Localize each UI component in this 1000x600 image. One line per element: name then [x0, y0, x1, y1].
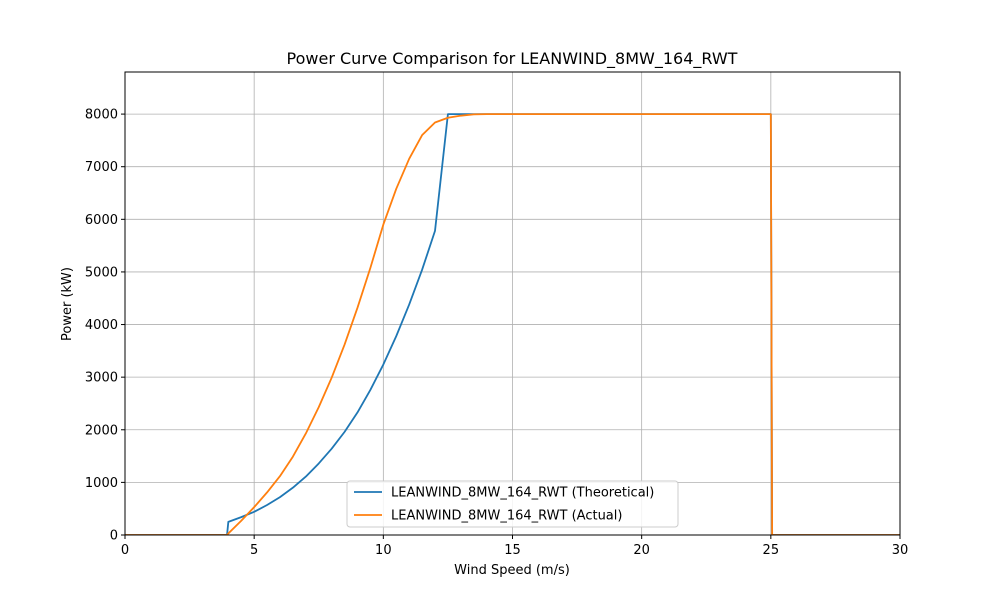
- y-tick-label: 7000: [85, 160, 118, 175]
- y-axis-label: Power (kW): [60, 267, 75, 341]
- y-tick-label: 1000: [85, 476, 118, 491]
- x-tick-label: 0: [121, 543, 129, 558]
- y-tick-label: 0: [110, 529, 118, 544]
- y-tick-label: 2000: [85, 423, 118, 438]
- legend: LEANWIND_8MW_164_RWT (Theoretical) LEANWI…: [346, 480, 679, 528]
- series-lines: [125, 113, 900, 535]
- chart-title: Power Curve Comparison for LEANWIND_8MW_…: [287, 49, 738, 69]
- legend-label: LEANWIND_8MW_164_RWT (Theoretical): [391, 486, 654, 501]
- y-tick-label: 4000: [85, 318, 118, 333]
- x-tick-label: 20: [633, 543, 650, 558]
- x-tick-label: 10: [375, 543, 392, 558]
- x-tick-label: 15: [504, 543, 521, 558]
- x-tick-label: 30: [892, 543, 909, 558]
- y-tick-label: 5000: [85, 265, 118, 280]
- legend-label: LEANWIND_8MW_164_RWT (Actual): [391, 509, 622, 524]
- series-line-actual: [125, 113, 900, 535]
- legend-box: [346, 480, 679, 528]
- y-tick-label: 6000: [85, 213, 118, 228]
- y-tick-label: 3000: [85, 371, 118, 386]
- y-tick-label: 8000: [85, 108, 118, 123]
- x-axis-label: Wind Speed (m/s): [454, 563, 570, 578]
- x-tick-label: 25: [763, 543, 780, 558]
- axis-ticks: 0 5 10 15 20 25 30 0 1000 2000 3000 4000 5000 6000 700…: [85, 108, 908, 558]
- x-tick-label: 5: [250, 543, 258, 558]
